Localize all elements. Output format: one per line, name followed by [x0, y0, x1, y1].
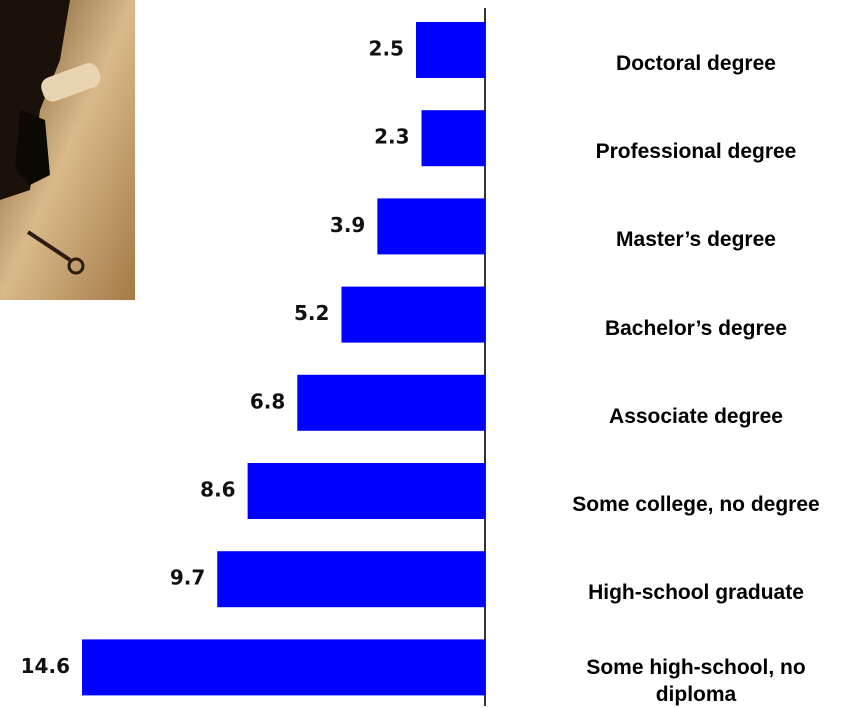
bar: [217, 551, 485, 608]
value-label: 2.5: [369, 37, 404, 61]
category-label: High-school graduate: [588, 581, 804, 605]
bar: [341, 286, 485, 343]
value-label: 2.3: [374, 125, 409, 149]
category-label: Doctoral degree: [616, 51, 776, 75]
bar: [247, 463, 485, 519]
value-label: 3.9: [330, 213, 365, 237]
category-label: Professional degree: [595, 140, 797, 164]
photo: [0, 0, 135, 300]
category-label: Master’s degree: [616, 228, 776, 252]
category-label: Associate degree: [609, 404, 783, 428]
value-label: 9.7: [170, 566, 205, 590]
category-label: Bachelor’s degree: [604, 316, 788, 340]
bar: [297, 374, 485, 431]
bar: [421, 110, 485, 167]
value-label: 14.6: [21, 654, 70, 678]
value-label: 8.6: [200, 478, 235, 502]
category-label: Some college, no degree: [572, 492, 820, 516]
bar: [377, 198, 485, 255]
bar: [82, 639, 485, 696]
bar: [415, 22, 485, 78]
value-label: 6.8: [250, 389, 285, 413]
category-label: Some high-school, no diploma: [586, 656, 806, 706]
value-label: 5.2: [294, 301, 329, 325]
